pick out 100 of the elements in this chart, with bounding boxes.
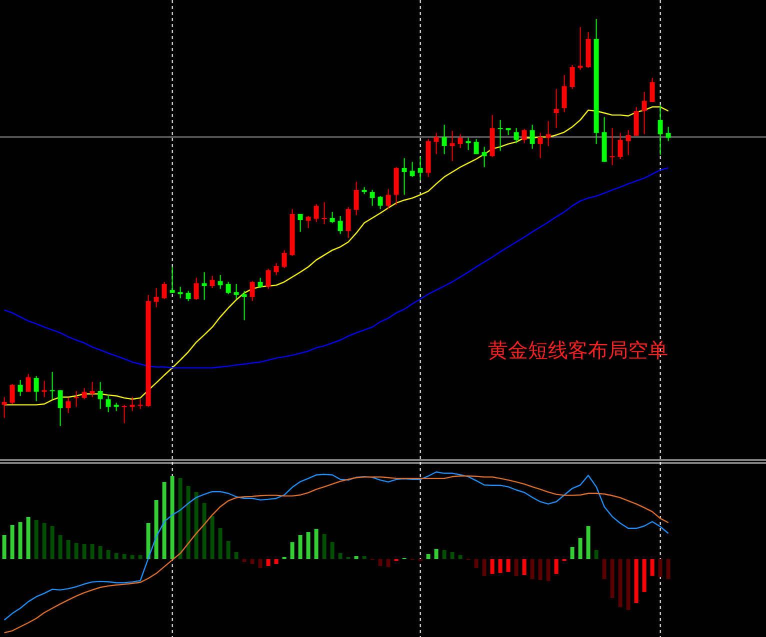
bar [330, 542, 334, 559]
candlestick [250, 280, 255, 302]
candlestick [42, 380, 47, 398]
candlestick [210, 275, 215, 289]
bar [202, 502, 206, 559]
candlestick [418, 156, 423, 181]
candlestick [578, 26, 583, 70]
candlestick [450, 130, 455, 162]
candlestick [570, 64, 575, 90]
bar [594, 550, 598, 559]
bar [34, 520, 38, 559]
bar [42, 522, 46, 559]
bar [458, 555, 462, 559]
bar [314, 528, 318, 559]
candlestick [90, 382, 95, 398]
candlestick [242, 290, 247, 321]
candlestick [618, 132, 623, 160]
bar [514, 559, 518, 576]
bar [618, 559, 622, 608]
candlestick [74, 390, 79, 408]
bar [162, 482, 166, 559]
bar [474, 559, 478, 568]
candlestick [338, 215, 343, 234]
bar [266, 559, 270, 566]
candlestick [346, 206, 351, 238]
bar [82, 544, 86, 559]
candlestick [106, 394, 111, 413]
bar [490, 559, 494, 574]
bar [194, 492, 198, 559]
bar [218, 528, 222, 559]
bar [170, 476, 174, 559]
candlestick [26, 373, 31, 392]
bar [66, 540, 70, 559]
candlestick [202, 272, 207, 300]
candlestick [322, 202, 327, 225]
bar [2, 535, 6, 559]
bar [10, 524, 14, 559]
candlestick [434, 132, 439, 155]
candlestick [234, 283, 239, 300]
bar [482, 559, 486, 576]
bar [186, 486, 190, 559]
bar [426, 554, 430, 559]
bar [58, 535, 62, 559]
bar [386, 559, 390, 567]
bar [114, 553, 118, 559]
bar [354, 556, 358, 559]
bar [138, 555, 142, 559]
candlestick [138, 398, 143, 410]
candlestick [226, 281, 231, 295]
candlestick [82, 388, 87, 400]
candlestick [186, 290, 191, 302]
candlestick [514, 128, 519, 144]
candlestick [58, 390, 63, 426]
bar [538, 559, 542, 580]
candlestick [122, 404, 127, 424]
candlestick [650, 78, 655, 103]
candlestick [658, 104, 663, 156]
candlestick [50, 371, 55, 400]
bar [146, 522, 150, 559]
candlestick [626, 130, 631, 156]
bar [274, 559, 278, 564]
candlestick [466, 137, 471, 151]
candlestick [538, 132, 543, 159]
bar [290, 542, 294, 559]
bar [450, 552, 454, 559]
candlestick [34, 375, 39, 402]
candlestick [10, 384, 15, 405]
bar [98, 546, 102, 559]
candlestick [458, 134, 463, 149]
candlestick [98, 382, 103, 410]
bar [18, 522, 22, 559]
candlestick [378, 196, 383, 210]
bar [602, 559, 606, 580]
bar [322, 534, 326, 559]
bar [178, 478, 182, 559]
bar [50, 526, 54, 559]
bar [578, 538, 582, 559]
bar [250, 559, 254, 564]
bar [546, 559, 550, 581]
candlestick [170, 266, 175, 294]
annotation: 黄金短线客布局空单 [488, 338, 668, 362]
bar [210, 516, 214, 559]
bar [434, 548, 438, 559]
bar [226, 540, 230, 559]
candlestick [2, 396, 7, 418]
bar [442, 550, 446, 559]
bar [634, 559, 638, 603]
candlestick [642, 91, 647, 135]
candlestick [298, 213, 303, 232]
candlestick [354, 181, 359, 216]
bar [658, 559, 662, 578]
candlestick [282, 250, 287, 269]
candlestick [562, 74, 567, 113]
candlestick [474, 138, 479, 155]
bar [362, 556, 366, 559]
candlestick [266, 268, 271, 290]
bar [122, 554, 126, 559]
bar [530, 559, 534, 580]
candlestick [66, 397, 71, 414]
candlestick [154, 288, 159, 308]
